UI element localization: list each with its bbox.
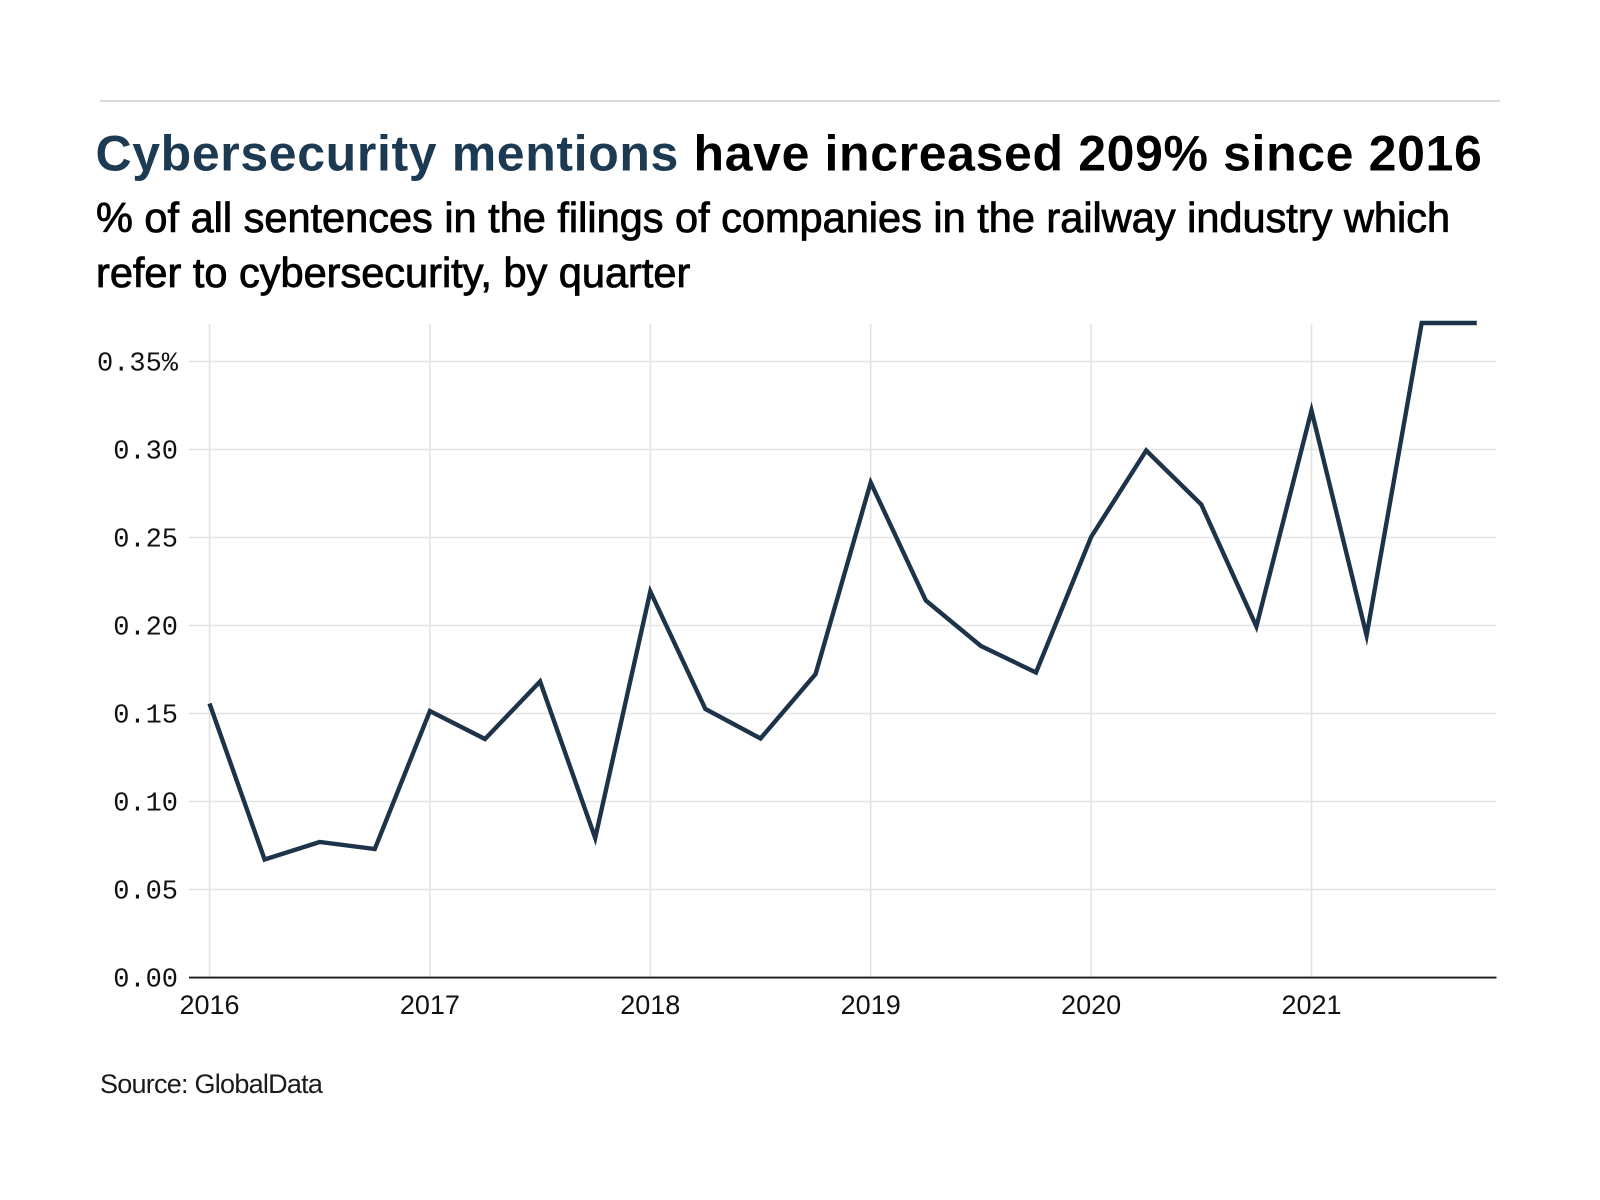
svg-text:2019: 2019 xyxy=(841,990,901,1020)
svg-text:Cybersecurity mentions have in: Cybersecurity mentions have increased 20… xyxy=(96,126,1483,182)
svg-text:0.05: 0.05 xyxy=(113,877,178,907)
svg-text:2016: 2016 xyxy=(179,990,239,1020)
svg-text:Source: GlobalData: Source: GlobalData xyxy=(100,1069,324,1099)
svg-text:0.30: 0.30 xyxy=(113,437,178,467)
svg-text:2021: 2021 xyxy=(1281,990,1341,1020)
svg-text:0.25: 0.25 xyxy=(113,525,178,555)
svg-text:2020: 2020 xyxy=(1061,990,1121,1020)
svg-text:% of all sentences in the fili: % of all sentences in the filings of com… xyxy=(96,194,1450,241)
svg-text:0.00: 0.00 xyxy=(113,965,178,995)
svg-text:0.15: 0.15 xyxy=(113,701,178,731)
svg-text:2018: 2018 xyxy=(620,990,680,1020)
svg-text:0.20: 0.20 xyxy=(113,613,178,643)
svg-text:0.35%: 0.35% xyxy=(97,349,179,379)
svg-text:refer to cybersecurity, by qua: refer to cybersecurity, by quarter xyxy=(96,249,690,296)
svg-text:0.10: 0.10 xyxy=(113,789,178,819)
svg-text:2017: 2017 xyxy=(400,990,460,1020)
